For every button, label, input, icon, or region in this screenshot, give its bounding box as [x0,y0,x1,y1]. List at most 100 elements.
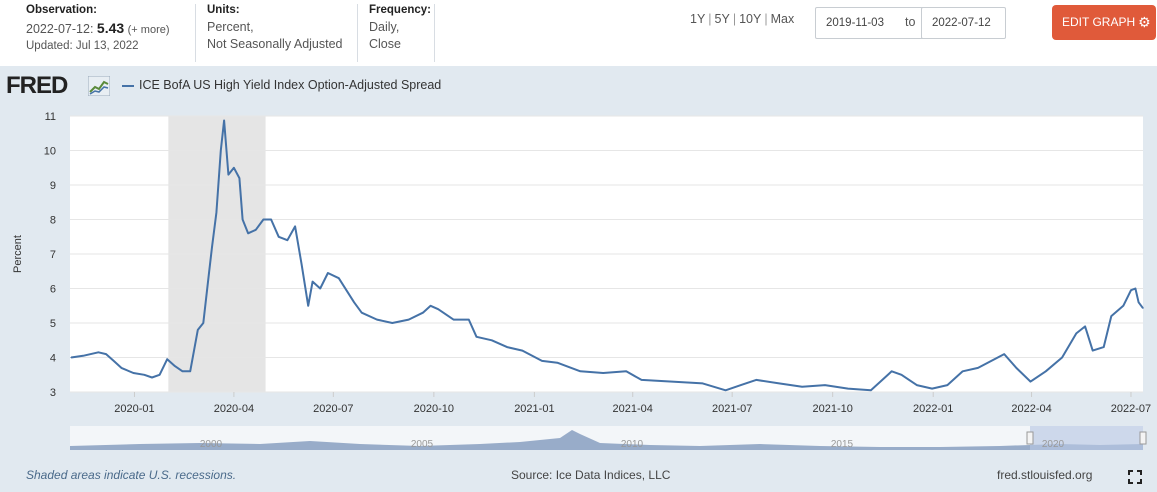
data-point [422,312,424,314]
data-point [202,322,204,324]
units-line2: Not Seasonally Adjusted [207,37,343,51]
data-point [376,318,378,321]
data-point [82,355,84,357]
y-tick-label: 4 [50,353,56,365]
navigator-left-handle[interactable] [1026,431,1034,445]
data-point [174,365,176,367]
data-point [1061,356,1063,359]
data-point [801,386,803,388]
data-point [1029,381,1032,383]
x-tick-label: 2020-01 [114,403,154,415]
data-point [208,274,210,276]
data-point [220,149,222,152]
data-point [931,387,933,390]
observation-updated: Updated: Jul 13, 2022 [26,40,139,52]
data-point [475,336,478,338]
x-tick-label: 2020-07 [313,403,353,415]
divider [357,4,358,62]
data-point [211,246,213,248]
y-tick-label: 11 [45,111,56,123]
data-point [223,119,225,122]
navigator-label: 2020 [1042,439,1065,450]
data-point [1122,305,1124,307]
range-1y-link[interactable]: 1Y [690,12,706,26]
gear-icon: ⚙ [1138,14,1151,30]
data-point [278,236,280,238]
data-point [491,339,493,341]
end-date-input[interactable] [921,7,1006,39]
data-point [227,174,230,176]
fred-logo-text: FRED [6,72,68,99]
data-point [429,305,432,307]
data-point [1103,346,1105,348]
range-selector: 1Y | 5Y | 10Y | Max [690,12,795,26]
y-tick-label: 9 [50,180,56,192]
data-point [255,229,257,231]
fullscreen-icon[interactable] [1128,470,1142,484]
data-point [977,367,979,369]
data-point [891,370,893,372]
data-point [1138,301,1140,303]
range-max-link[interactable]: Max [770,12,795,26]
observation-block: Observation: 2022-07-12: 5.43 (+ more) U… [26,0,196,66]
data-point [361,312,363,314]
navigator-selection[interactable] [1030,426,1143,450]
observation-title: Observation: [26,4,97,16]
x-tick-label: 2020-10 [414,403,454,415]
data-point [962,370,964,372]
date-to-label: to [905,15,916,29]
data-point [189,370,191,372]
data-point [70,356,72,359]
observation-more-link[interactable]: (+ more) [127,24,170,36]
y-tick-label: 8 [50,215,56,227]
data-point [824,384,826,386]
observation-value: 5.43 [96,20,125,36]
data-point [1084,325,1086,328]
start-date-input[interactable] [815,7,925,39]
data-point [437,308,439,310]
chart-line-icon [88,76,110,96]
y-tick-label: 10 [44,146,56,158]
navigator-label: 2000 [200,439,223,450]
range-5y-link[interactable]: 5Y [714,12,730,26]
data-point [778,382,780,384]
data-point [345,289,348,291]
source-note: Source: Ice Data Indices, LLC [511,468,671,482]
x-tick-label: 2021-04 [613,403,653,415]
data-point [197,329,199,331]
data-point [294,225,296,227]
navigator-label: 2015 [831,439,854,450]
fred-logo[interactable]: FRED [6,72,112,99]
data-point [338,277,340,279]
data-point [105,353,107,355]
divider [434,4,435,62]
observation-date: 2022-07-12: [26,22,94,36]
observation-value-line: 2022-07-12: 5.43 (+ more) [26,20,170,36]
navigator-right-handle[interactable] [1139,431,1147,445]
fred-site-link[interactable]: fred.stlouisfed.org [997,468,1093,482]
range-10y-link[interactable]: 10Y [739,12,762,26]
data-point [391,322,393,324]
data-point [97,351,100,353]
data-point [671,381,673,383]
range-navigator[interactable]: 2000 2005 2010 2015 2020 [70,426,1147,450]
data-point [132,372,134,374]
data-point [327,272,329,274]
edit-graph-button[interactable]: EDIT GRAPH ⚙ [1052,5,1156,40]
data-point [233,167,235,169]
data-point [120,367,122,369]
navigator-label: 2010 [621,439,644,450]
data-point [353,301,355,303]
data-point [625,370,627,372]
data-point [408,318,410,321]
edit-graph-label: EDIT GRAPH [1062,15,1136,29]
data-point [113,360,115,362]
data-point [158,374,161,376]
chart-svg: 3 4 5 6 7 8 9 10 11 2020-01 2020-04 2020-07 2020-10… [12,111,1151,450]
data-point [506,346,508,348]
y-tick-label: 7 [50,249,56,261]
legend-swatch [122,84,134,87]
data-point [1045,370,1047,372]
data-point [1130,289,1132,291]
chart-legend: ICE BofA US High Yield Index Option-Adju… [122,78,441,92]
